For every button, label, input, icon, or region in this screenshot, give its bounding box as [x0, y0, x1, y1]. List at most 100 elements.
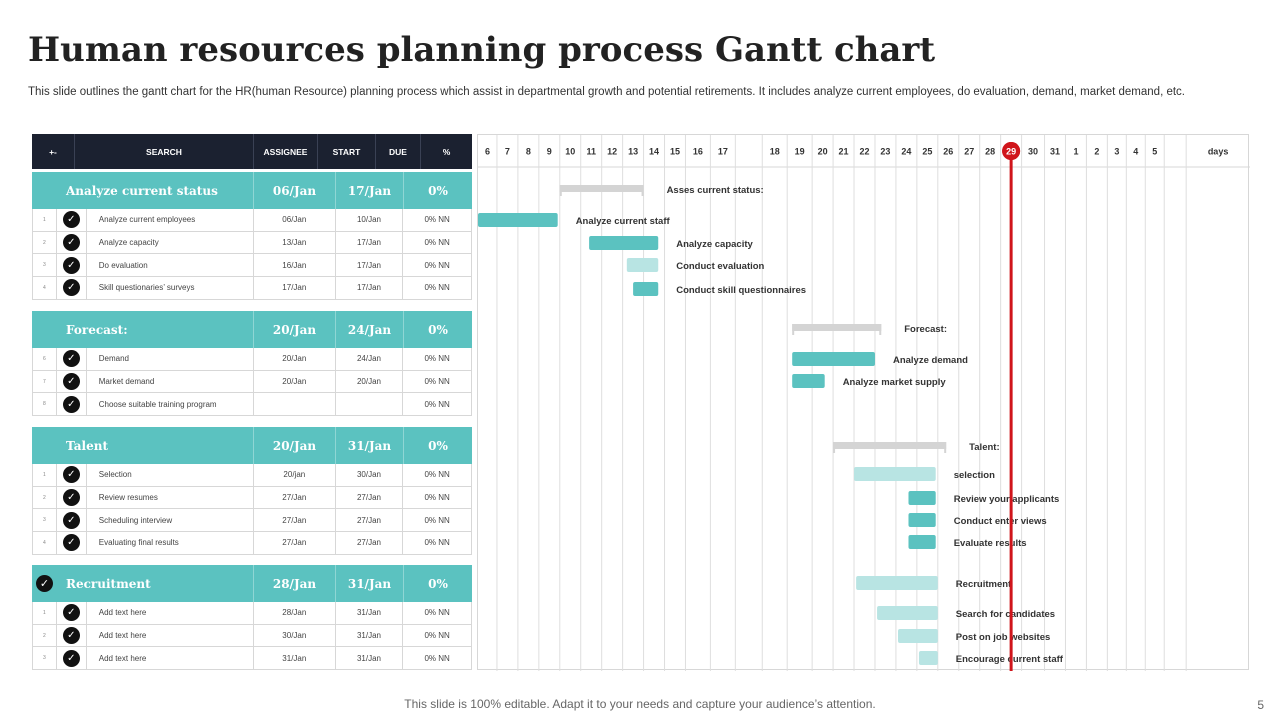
- task-bar[interactable]: [856, 576, 938, 590]
- row-due: 27/Jan: [336, 486, 404, 509]
- summary-bar: [792, 324, 882, 331]
- task-bar[interactable]: [877, 606, 938, 620]
- row-number: 3: [33, 254, 57, 277]
- row-task: Add text here: [87, 647, 255, 670]
- search-header[interactable]: SEARCH: [75, 134, 254, 169]
- group-start: 06/Jan: [254, 172, 336, 209]
- row-check-cell[interactable]: ✓: [57, 509, 87, 532]
- row-task: Demand: [87, 348, 255, 370]
- check-icon[interactable]: ✓: [62, 604, 80, 622]
- row-percent: 0% NN: [424, 631, 450, 641]
- check-icon[interactable]: ✓: [62, 534, 80, 552]
- row-check-cell[interactable]: ✓: [57, 348, 87, 370]
- table-row[interactable]: 2 ✓ Analyze capacity 13/Jan 17/Jan 0% NN: [32, 231, 472, 255]
- row-check-cell[interactable]: ✓: [57, 486, 87, 509]
- day-tick-label: 14: [649, 147, 659, 157]
- check-icon[interactable]: ✓: [62, 211, 80, 229]
- assignee-header: ASSIGNEE: [254, 134, 318, 169]
- task-bar[interactable]: [792, 352, 875, 366]
- row-check-cell[interactable]: ✓: [57, 254, 87, 277]
- table-row[interactable]: 3 ✓ Scheduling interview 27/Jan 27/Jan 0% NN: [32, 509, 472, 533]
- row-number: 4: [33, 277, 57, 299]
- row-check-cell[interactable]: ✓: [57, 277, 87, 299]
- row-task: Add text here: [87, 602, 255, 624]
- row-check-cell[interactable]: ✓: [57, 370, 87, 393]
- check-icon[interactable]: ✓: [62, 395, 80, 413]
- day-tick-label: 17: [718, 147, 728, 157]
- table-row[interactable]: 2 ✓ Review resumes 27/Jan 27/Jan 0% NN: [32, 486, 472, 510]
- percent-header: %: [442, 146, 451, 157]
- task-bar[interactable]: [478, 213, 558, 227]
- row-check-cell[interactable]: ✓: [57, 231, 87, 254]
- day-tick-label: 23: [880, 147, 890, 157]
- check-icon[interactable]: ✓: [62, 627, 80, 645]
- group-header[interactable]: ✓ Recruitment 28/Jan 31/Jan 0%: [32, 565, 472, 602]
- day-tick-label: 1: [1073, 147, 1078, 157]
- row-task: Do evaluation: [87, 254, 255, 277]
- row-check-cell[interactable]: ✓: [57, 209, 87, 231]
- row-percent: 0% NN: [424, 283, 450, 293]
- group-due: 17/Jan: [336, 172, 404, 209]
- table-row[interactable]: 1 ✓ Add text here 28/Jan 31/Jan 0% NN: [32, 602, 472, 625]
- group-name: Analyze current status: [32, 172, 254, 209]
- check-icon[interactable]: ✓: [62, 234, 80, 252]
- task-bar[interactable]: [589, 236, 659, 250]
- task-label: Conduct skill questionnaires: [676, 285, 806, 296]
- row-number: 3: [33, 509, 57, 532]
- day-tick-label: 4: [1133, 147, 1138, 157]
- check-icon[interactable]: ✓: [62, 466, 80, 484]
- group-due: 31/Jan: [336, 565, 404, 602]
- table-row[interactable]: 1 ✓ Selection 20/jan 30/Jan 0% NN: [32, 464, 472, 487]
- check-icon[interactable]: ✓: [62, 350, 80, 368]
- summary-bar: [559, 185, 644, 192]
- task-group: Forecast: 20/Jan 24/Jan 0% 6 ✓ Demand 20/Jan 24/…: [32, 311, 472, 417]
- table-row[interactable]: 6 ✓ Demand 20/Jan 24/Jan 0% NN: [32, 348, 472, 371]
- day-tick-label: 28: [985, 147, 995, 157]
- table-row[interactable]: 8 ✓ Choose suitable training program 0% NN: [32, 393, 472, 417]
- row-start: 27/Jan: [254, 509, 336, 532]
- table-row[interactable]: 3 ✓ Add text here 31/Jan 31/Jan 0% NN: [32, 647, 472, 671]
- check-icon[interactable]: ✓: [62, 649, 80, 667]
- table-header: +- SEARCH ASSIGNEE START DUE %: [32, 134, 472, 169]
- expand-collapse-header[interactable]: +-: [32, 134, 75, 169]
- task-bar[interactable]: [792, 374, 825, 388]
- table-row[interactable]: 2 ✓ Add text here 30/Jan 31/Jan 0% NN: [32, 624, 472, 648]
- check-icon[interactable]: ✓: [62, 489, 80, 507]
- table-row[interactable]: 3 ✓ Do evaluation 16/Jan 17/Jan 0% NN: [32, 254, 472, 278]
- task-label: Conduct enter views: [954, 516, 1047, 527]
- task-bar[interactable]: [908, 491, 936, 505]
- task-bar[interactable]: [908, 535, 936, 549]
- row-check-cell[interactable]: ✓: [57, 532, 87, 554]
- row-check-cell[interactable]: ✓: [57, 464, 87, 486]
- task-bar[interactable]: [633, 282, 659, 296]
- day-tick-label: 11: [586, 147, 596, 157]
- check-icon[interactable]: ✓: [62, 373, 80, 391]
- row-check-cell[interactable]: ✓: [57, 624, 87, 647]
- group-name: Talent: [32, 427, 254, 464]
- check-icon[interactable]: ✓: [62, 256, 80, 274]
- task-bar[interactable]: [898, 629, 938, 643]
- task-bar[interactable]: [854, 467, 936, 481]
- row-start: 17/Jan: [254, 277, 336, 299]
- table-row[interactable]: 7 ✓ Market demand 20/Jan 20/Jan 0% NN: [32, 370, 472, 394]
- row-check-cell[interactable]: ✓: [57, 647, 87, 670]
- row-start: [254, 393, 336, 416]
- check-icon[interactable]: ✓: [36, 575, 53, 592]
- group-header[interactable]: Analyze current status 06/Jan 17/Jan 0%: [32, 172, 472, 209]
- row-check-cell[interactable]: ✓: [57, 602, 87, 624]
- day-tick-label: 7: [505, 147, 510, 157]
- check-icon[interactable]: ✓: [62, 511, 80, 529]
- check-icon[interactable]: ✓: [62, 279, 80, 297]
- row-due: 17/Jan: [336, 254, 404, 277]
- day-tick-label: 15: [670, 147, 680, 157]
- task-bar[interactable]: [918, 651, 938, 665]
- table-row[interactable]: 4 ✓ Skill questionaries’ surveys 17/Jan 17/J…: [32, 277, 472, 300]
- group-header[interactable]: Talent 20/Jan 31/Jan 0%: [32, 427, 472, 464]
- group-header[interactable]: Forecast: 20/Jan 24/Jan 0%: [32, 311, 472, 348]
- task-bar[interactable]: [626, 258, 659, 272]
- table-row[interactable]: 1 ✓ Analyze current employees 06/Jan 10/Jan 0…: [32, 209, 472, 232]
- table-row[interactable]: 4 ✓ Evaluating final results 27/Jan 27/Jan 0%…: [32, 532, 472, 555]
- task-bar[interactable]: [908, 513, 936, 527]
- row-percent: 0% NN: [424, 493, 450, 503]
- row-check-cell[interactable]: ✓: [57, 393, 87, 416]
